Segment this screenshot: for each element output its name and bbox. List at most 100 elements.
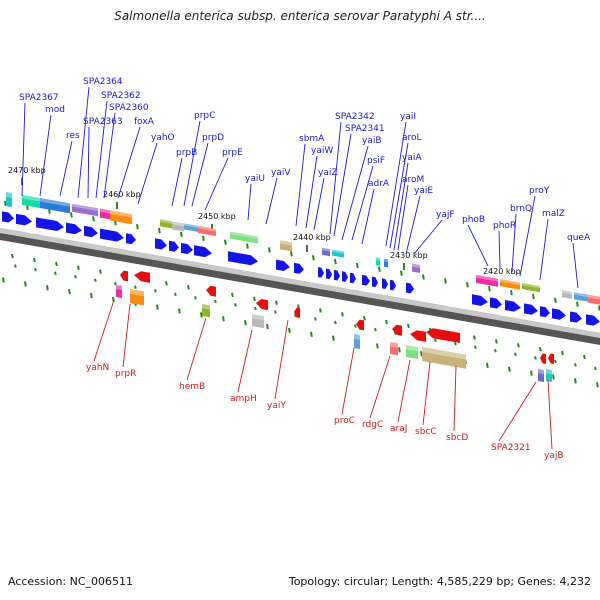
tick-mark [294, 313, 297, 318]
gene-feature-block [198, 225, 216, 237]
tick-mark [244, 320, 247, 326]
gene-feature-block [422, 347, 466, 369]
gene-label-res: res [66, 131, 80, 141]
forward-strand-arrow [505, 300, 521, 312]
gene-label-yaiy: yaiY [267, 401, 286, 411]
tick-mark [314, 317, 317, 321]
gene-feature-block [116, 285, 122, 299]
tick-mark [165, 281, 168, 286]
gene-label-spa2364: SPA2364 [83, 77, 123, 87]
tick-mark [187, 284, 190, 290]
gene-label-spa2342: SPA2342 [335, 112, 375, 122]
tick-mark [178, 308, 181, 314]
tick-mark [11, 253, 14, 259]
forward-strand-arrow [100, 228, 124, 242]
gene-label-yaia: yaiA [402, 153, 422, 163]
forward-strand-arrow [382, 278, 388, 289]
forward-strand-arrow [334, 269, 340, 281]
gene-label-sbma: sbmA [299, 134, 325, 144]
tick-mark [310, 331, 313, 337]
tick-mark [583, 354, 586, 360]
gene-label-prpe: prpE [222, 148, 243, 158]
gene-label-yahn: yahN [86, 363, 109, 373]
tick-mark [234, 303, 237, 307]
forward-strand-arrow [390, 279, 396, 291]
gene-feature-block [406, 345, 418, 360]
feature-layer [2, 192, 600, 383]
tick-mark [156, 304, 159, 310]
gene-feature-block [500, 279, 520, 290]
forward-strand-arrow [155, 238, 167, 250]
tick-mark [290, 251, 293, 257]
tick-mark [554, 359, 557, 364]
forward-strand-arrow [362, 274, 370, 286]
tick-mark [574, 363, 577, 367]
tick-mark [4, 200, 7, 207]
forward-strand-arrow [276, 259, 290, 272]
tick-mark [92, 216, 95, 222]
forward-strand-arrow [540, 306, 550, 318]
reverse-strand-arrow [294, 307, 300, 319]
tick-mark [334, 258, 337, 265]
tick-mark [398, 347, 401, 353]
gene-label-brnq: brnQ [510, 204, 532, 214]
gene-label-yajf: yajF [436, 210, 455, 220]
gene-label-foxa: foxA [134, 117, 155, 127]
forward-strand-arrow [318, 267, 324, 278]
tick-mark [334, 320, 337, 325]
tick-mark [246, 243, 249, 249]
tick-mark [356, 262, 359, 269]
forward-strand-arrow [342, 271, 348, 282]
forward-strand-arrow [372, 276, 378, 288]
tick-mark [474, 345, 477, 350]
tick-mark [254, 306, 257, 311]
gene-label-sbcc: sbcC [415, 427, 437, 437]
tick-mark [552, 374, 555, 380]
accession-label: Accession: NC_006511 [8, 575, 134, 588]
forward-strand-arrow [552, 308, 566, 320]
tick-mark [94, 278, 97, 283]
tick-mark [422, 274, 425, 280]
gene-label-phob: phoB [462, 215, 485, 225]
tick-mark [319, 308, 322, 313]
gene-label-prpd: prpD [202, 133, 224, 143]
gene-label-yaii: yaiI [400, 112, 416, 122]
forward-strand-arrow [169, 240, 179, 252]
gene-label-yaho: yahO [151, 133, 175, 143]
tick-mark [554, 297, 557, 304]
gene-label-prpc: prpC [194, 111, 215, 121]
tick-mark [70, 212, 73, 218]
forward-strand-arrow [490, 297, 502, 309]
gene-feature-block [252, 314, 264, 329]
tick-mark [385, 319, 388, 325]
tick-mark [312, 255, 315, 261]
tick-mark [34, 267, 37, 272]
forward-strand-arrow [406, 282, 414, 294]
tick-mark [407, 323, 410, 329]
gene-feature-block [202, 304, 210, 318]
reverse-strand-arrow [120, 270, 128, 282]
tick-mark [473, 335, 476, 340]
gene-label-yaib: yaiB [362, 136, 382, 146]
tick-mark [214, 299, 217, 304]
tick-mark [354, 324, 357, 328]
gene-label-hemb: hemB [179, 382, 205, 392]
tick-mark [514, 352, 517, 357]
gene-feature-block [184, 223, 198, 232]
tick-mark [532, 293, 535, 300]
gene-label-arol: aroL [402, 133, 422, 143]
gene-label-sbcd: sbcD [446, 433, 468, 443]
tick-mark [253, 296, 256, 301]
gene-label-prpb: prpB [176, 148, 197, 158]
gene-label-araj: araJ [390, 424, 407, 434]
kbp-scale-label: 2450 kbp [198, 212, 236, 221]
tick-mark [561, 350, 564, 356]
tick-mark [275, 300, 278, 305]
gene-label-proy: proY [529, 186, 550, 196]
forward-strand-arrow [84, 225, 98, 238]
tick-mark [454, 341, 457, 346]
gene-feature-block [562, 290, 572, 299]
gene-label-amph: ampH [230, 394, 257, 404]
tick-mark [231, 292, 234, 298]
